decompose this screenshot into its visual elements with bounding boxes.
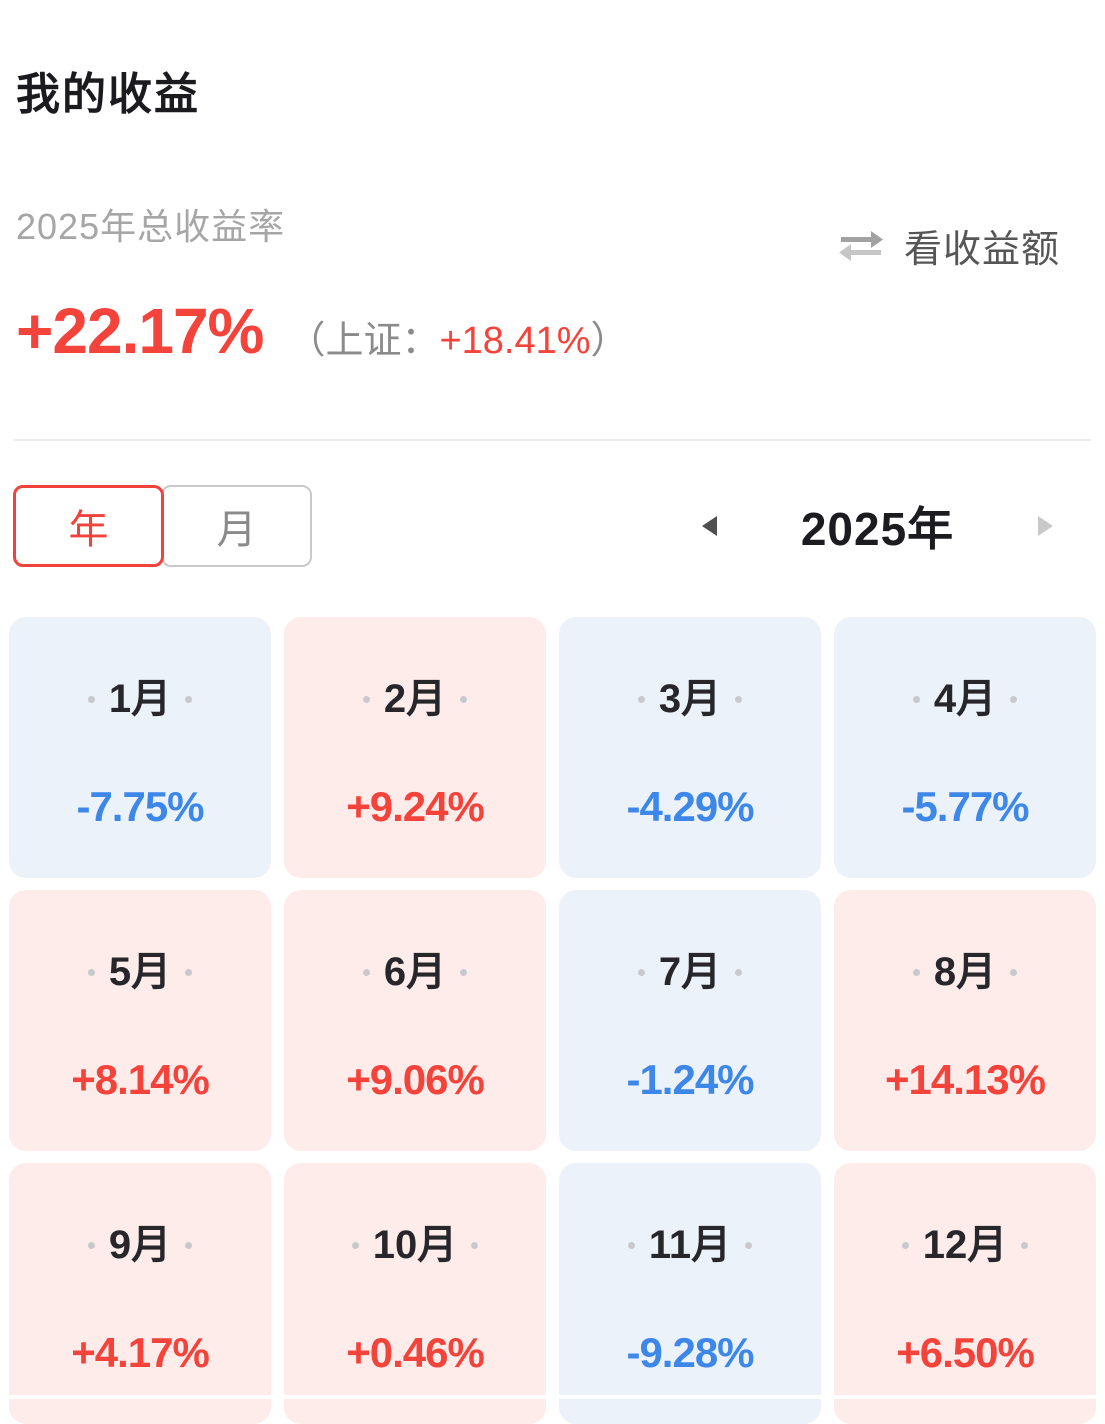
month-name: 2月 (383, 677, 447, 721)
month-return-value: -4.29% (626, 783, 754, 830)
benchmark-prefix: （上证： (287, 320, 440, 362)
month-name: 6月 (383, 950, 447, 994)
dot-left-icon (362, 968, 370, 976)
switch-earnings-view-button[interactable]: 看收益额 (838, 218, 1060, 273)
swap-icon (838, 230, 883, 261)
dot-right-icon (745, 1241, 753, 1249)
month-card-9[interactable]: 9月 +4.17% (9, 1163, 271, 1424)
month-return-value: +14.13% (885, 1056, 1046, 1103)
tab-month[interactable]: 月 (161, 485, 312, 567)
period-controls: 年 月 2025年 (13, 485, 1105, 567)
month-name: 9月 (108, 1223, 172, 1267)
month-name: 10月 (372, 1223, 458, 1267)
dot-right-icon (735, 695, 743, 703)
month-label: 3月 (637, 677, 743, 721)
month-label: 1月 (87, 677, 193, 721)
dot-left-icon (912, 968, 920, 976)
dot-left-icon (87, 1241, 95, 1249)
month-name: 3月 (658, 677, 722, 721)
year-navigation: 2025年 (650, 485, 1105, 567)
month-label: 11月 (627, 1223, 753, 1267)
month-return-value: -9.28% (626, 1329, 754, 1376)
month-label: 10月 (351, 1223, 479, 1267)
month-card-7[interactable]: 7月 -1.24% (559, 890, 821, 1151)
bottom-cutoff-strip (0, 1395, 1105, 1399)
month-card-8[interactable]: 8月 +14.13% (834, 890, 1096, 1151)
month-card-3[interactable]: 3月 -4.29% (559, 617, 821, 878)
month-name: 11月 (648, 1223, 732, 1267)
month-return-value: -1.24% (626, 1056, 754, 1103)
dot-left-icon (637, 968, 645, 976)
switch-earnings-label: 看收益额 (903, 229, 1060, 271)
next-year-arrow-icon[interactable] (1038, 516, 1054, 536)
dot-right-icon (185, 1241, 193, 1249)
month-name: 7月 (658, 950, 722, 994)
benchmark-return: （上证：+18.41%） (287, 309, 628, 364)
period-tabs: 年 月 (13, 485, 312, 567)
month-card-12[interactable]: 12月 +6.50% (834, 1163, 1096, 1424)
tab-year[interactable]: 年 (13, 485, 164, 567)
month-card-4[interactable]: 4月 -5.77% (834, 617, 1096, 878)
dot-left-icon (351, 1241, 359, 1249)
month-grid: 1月 -7.75% 2月 +9.24% 3月 -4.29% 4月 -5.77% 5月 +8.14%… (9, 617, 1096, 1424)
dot-right-icon (1021, 1241, 1029, 1249)
total-return-rate-label: 2025年总收益率 (16, 206, 286, 247)
dot-right-icon (1010, 695, 1018, 703)
dot-right-icon (460, 695, 468, 703)
dot-right-icon (1010, 968, 1018, 976)
benchmark-value: +18.41% (439, 320, 591, 362)
dot-left-icon (912, 695, 920, 703)
month-return-value: +6.50% (896, 1329, 1035, 1376)
dot-left-icon (87, 968, 95, 976)
dot-left-icon (627, 1241, 635, 1249)
month-return-value: -7.75% (76, 783, 204, 830)
month-return-value: +9.24% (346, 783, 485, 830)
month-card-6[interactable]: 6月 +9.06% (284, 890, 546, 1151)
month-card-1[interactable]: 1月 -7.75% (9, 617, 271, 878)
page-title: 我的收益 (16, 70, 200, 119)
month-return-value: +9.06% (346, 1056, 485, 1103)
dot-right-icon (185, 695, 193, 703)
dot-left-icon (362, 695, 370, 703)
prev-year-arrow-icon[interactable] (701, 516, 717, 536)
dot-right-icon (471, 1241, 479, 1249)
month-label: 5月 (87, 950, 193, 994)
section-divider (14, 439, 1091, 441)
month-label: 6月 (362, 950, 468, 994)
month-label: 9月 (87, 1223, 193, 1267)
month-card-5[interactable]: 5月 +8.14% (9, 890, 271, 1151)
dot-right-icon (735, 968, 743, 976)
benchmark-suffix: ） (590, 320, 629, 362)
month-card-2[interactable]: 2月 +9.24% (284, 617, 546, 878)
total-return-row: +22.17% （上证：+18.41%） (16, 294, 629, 368)
month-name: 1月 (108, 677, 172, 721)
month-name: 4月 (933, 677, 997, 721)
dot-left-icon (87, 695, 95, 703)
month-name: 5月 (108, 950, 172, 994)
dot-left-icon (901, 1241, 909, 1249)
dot-left-icon (637, 695, 645, 703)
dot-right-icon (185, 968, 193, 976)
month-card-10[interactable]: 10月 +0.46% (284, 1163, 546, 1424)
month-return-value: +4.17% (71, 1329, 210, 1376)
dot-right-icon (460, 968, 468, 976)
month-name: 12月 (922, 1223, 1008, 1267)
month-label: 12月 (901, 1223, 1029, 1267)
month-return-value: +0.46% (346, 1329, 485, 1376)
month-return-value: +8.14% (71, 1056, 210, 1103)
month-label: 2月 (362, 677, 468, 721)
year-label: 2025年 (800, 503, 955, 555)
month-label: 4月 (912, 677, 1018, 721)
total-return-value: +22.17% (16, 295, 264, 367)
month-label: 7月 (637, 950, 743, 994)
month-return-value: -5.77% (901, 783, 1029, 830)
month-name: 8月 (933, 950, 997, 994)
month-label: 8月 (912, 950, 1018, 994)
month-card-11[interactable]: 11月 -9.28% (559, 1163, 821, 1424)
